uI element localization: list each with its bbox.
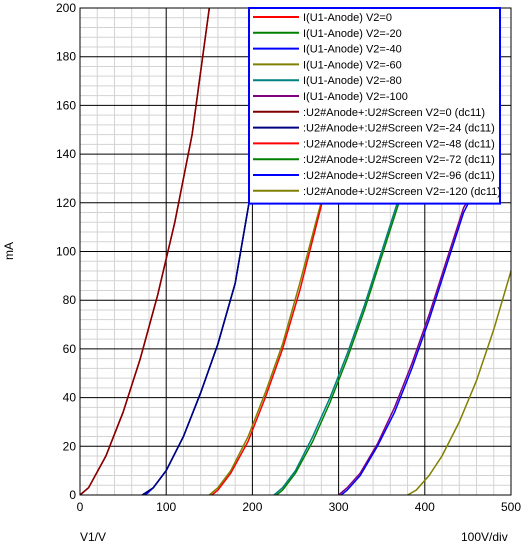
y-tick-label: 180 [56,50,76,64]
curves [79,7,512,496]
legend-box [248,7,501,205]
legend-label: I(U1-Anode) V2=-60 [303,59,402,71]
series-line-10 [276,177,417,496]
legend-label: I(U1-Anode) V2=-20 [303,28,402,40]
y-tick-label: 120 [56,196,76,210]
y-tick-label: 60 [63,342,77,356]
legend-label: I(U1-Anode) V2=-40 [303,44,402,56]
y-tick-label: 160 [56,98,76,112]
x-tick-label: 200 [242,500,262,514]
series-line-11 [340,178,482,496]
legend: I(U1-Anode) V2=0 I(U1-Anode) V2=-20 I(U1-A… [248,7,501,205]
y-tick-label: 0 [69,488,76,502]
series-line-9 [211,153,336,496]
x-axis-label: V1/V [80,530,106,544]
y-tick-label: 100 [56,245,76,259]
series-line-7 [79,7,211,496]
series-line-5 [273,177,417,496]
x-tick-label: 0 [77,500,84,514]
y-tick-label: 40 [63,391,77,405]
legend-label: :U2#Anode+:U2#Screen V2=-48 (dc11) [303,138,495,150]
legend-label: :U2#Anode+:U2#Screen V2=-120 (dc11) [303,186,501,198]
x-tick-label: 500 [501,500,521,514]
series-line-6 [338,178,482,496]
series-line-12 [407,270,512,496]
y-tick-label: 200 [56,1,76,15]
y-axis-label: mA [2,242,16,260]
legend-label: I(U1-Anode) V2=-80 [303,75,402,87]
legend-label: :U2#Anode+:U2#Screen V2=-24 (dc11) [303,123,495,135]
y-tick-label: 80 [63,293,77,307]
x-tick-label: 100 [156,500,176,514]
legend-label: :U2#Anode+:U2#Screen V2=-72 (dc11) [303,154,495,166]
y-tick-label: 140 [56,147,76,161]
legend-label: I(U1-Anode) V2=0 [303,12,392,24]
x-axis-division-label: 100V/div [461,530,508,544]
legend-label: :U2#Anode+:U2#Screen V2=0 (dc11) [303,107,485,119]
x-tick-label: 300 [329,500,349,514]
tick-labels: 0 100 200 300 400 500 0 20 40 60 80 100 120 140 160 180… [56,1,521,514]
y-tick-label: 20 [63,439,77,453]
series-line-8 [141,183,254,496]
legend-label: :U2#Anode+:U2#Screen V2=-96 (dc11) [303,170,495,182]
series-line-4 [208,153,336,496]
x-tick-label: 400 [415,500,435,514]
legend-label: I(U1-Anode) V2=-100 [303,91,408,103]
